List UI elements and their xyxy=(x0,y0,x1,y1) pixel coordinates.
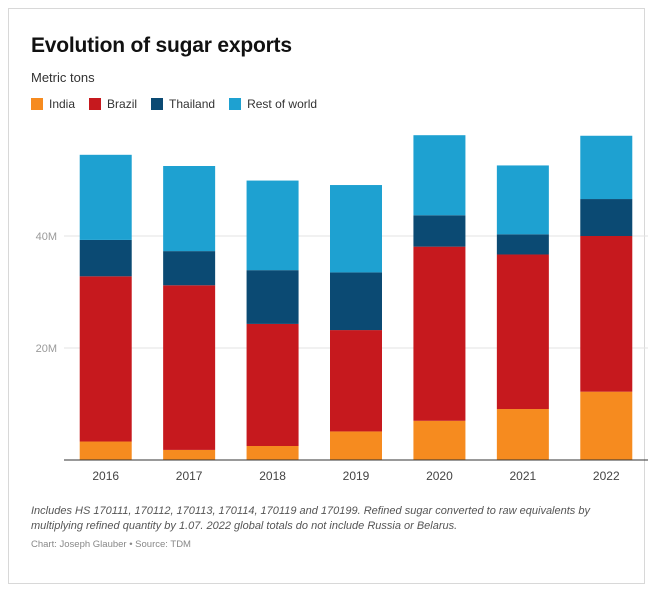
bar-2016-rest-of-world xyxy=(79,154,132,240)
bar-2017-rest-of-world xyxy=(163,166,216,252)
x-tick-label: 2022 xyxy=(593,469,620,483)
bar-2022-india xyxy=(580,391,633,460)
bar-2016-thailand xyxy=(79,239,132,277)
legend-swatch-brazil xyxy=(89,98,102,110)
legend-item-brazil: Brazil xyxy=(89,97,137,111)
legend-swatch-thailand xyxy=(151,98,164,110)
x-tick-label: 2019 xyxy=(343,469,370,483)
bar-2021-thailand xyxy=(496,234,549,255)
bar-2016-india xyxy=(79,441,132,460)
bar-2019-rest-of-world xyxy=(330,185,382,273)
bar-2022-brazil xyxy=(580,236,633,392)
legend-label-brazil: Brazil xyxy=(107,97,138,111)
y-tick-label: 20M xyxy=(36,343,57,355)
bar-2017-thailand xyxy=(163,251,216,286)
bar-2018-thailand xyxy=(246,270,299,324)
y-tick-label: 40M xyxy=(36,231,57,243)
x-tick-label: 2021 xyxy=(510,469,537,483)
x-tick-label: 2018 xyxy=(259,469,286,483)
bar-2021-rest-of-world xyxy=(496,165,549,235)
bar-2017-india xyxy=(163,449,216,460)
legend-label-india: India xyxy=(49,97,76,111)
bar-2020-thailand xyxy=(413,215,466,247)
bar-2018-brazil xyxy=(246,323,299,446)
chart-subtitle: Metric tons xyxy=(31,70,95,85)
bar-2019-brazil xyxy=(330,330,382,432)
legend-item-rest-of-world: Rest of world xyxy=(229,97,317,111)
bar-2021-india xyxy=(496,409,549,460)
bar-2020-rest-of-world xyxy=(413,135,466,216)
legend-label-thailand: Thailand xyxy=(169,97,216,111)
bar-2019-india xyxy=(330,431,382,460)
bar-2016-brazil xyxy=(79,276,132,442)
legend-item-thailand: Thailand xyxy=(151,97,215,111)
legend-swatch-india xyxy=(31,98,43,110)
bar-2020-brazil xyxy=(413,246,466,421)
bar-2022-rest-of-world xyxy=(580,135,633,200)
chart-notes: Includes HS 170111, 170112, 170113, 1701… xyxy=(31,505,590,532)
legend-item-india: India xyxy=(31,97,75,111)
legend-label-rest-of-world: Rest of world xyxy=(247,97,318,111)
x-tick-label: 2017 xyxy=(176,469,203,483)
bar-2017-brazil xyxy=(163,285,216,450)
bar-2021-brazil xyxy=(496,254,549,410)
bar-2020-india xyxy=(413,420,466,460)
legend-swatch-rest-of-world xyxy=(229,98,242,110)
bar-2022-thailand xyxy=(580,199,633,236)
chart-title: Evolution of sugar exports xyxy=(31,34,292,57)
chart-credit: Chart: Joseph Glauber • Source: TDM xyxy=(31,539,191,550)
x-tick-label: 2020 xyxy=(426,469,453,483)
chart-legend: India Brazil Thailand Rest of world xyxy=(31,97,331,111)
bar-2018-rest-of-world xyxy=(246,180,299,271)
stacked-bar-chart: 20M 40M 2016 2017 2018 2019 2020 2021 2022 xyxy=(36,135,648,483)
bar-2019-thailand xyxy=(330,272,382,331)
bar-2018-india xyxy=(246,446,299,460)
x-tick-label: 2016 xyxy=(92,469,119,483)
